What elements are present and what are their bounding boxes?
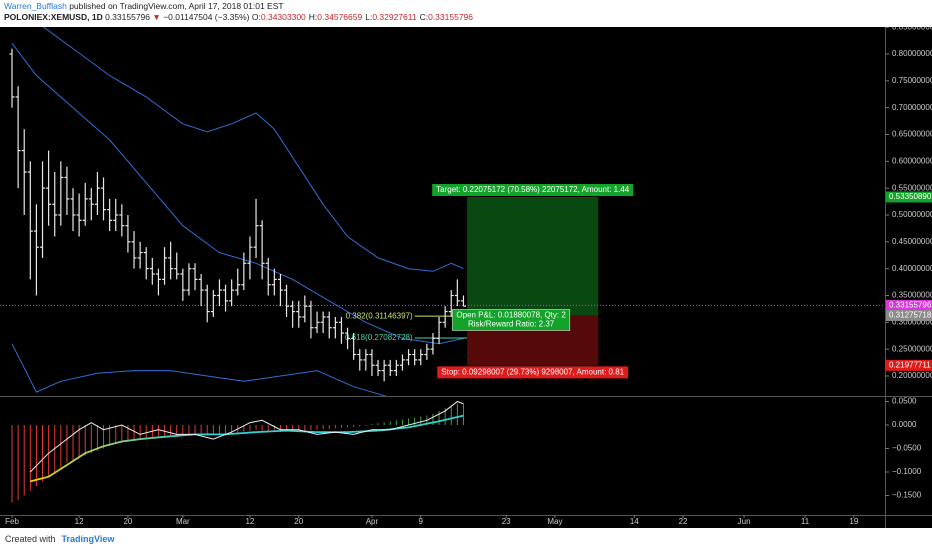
pnl-box (452, 309, 571, 331)
ohlc-value: 0.32927611 (372, 12, 417, 22)
published: published on TradingView.com, April 17, … (66, 1, 284, 11)
y-tick-label: 0.60000000 (892, 156, 932, 165)
price-label: 0.21977711 (889, 360, 931, 369)
x-tick-label: Mar (176, 517, 190, 526)
target-label-box (432, 184, 634, 197)
x-tick-label: 23 (502, 517, 511, 526)
profit-zone (467, 197, 599, 316)
pnl-label: Open P&L: 0.01880078, Qty: 2 (456, 311, 566, 320)
x-tick-label: 11 (801, 517, 810, 526)
price-label: 0.33155796 (889, 300, 932, 309)
y-tick-label: 0.35000000 (892, 291, 932, 300)
price-label-box (886, 359, 932, 371)
y-tick-label: 0.65000000 (892, 130, 932, 139)
x-tick-label: 9 (419, 517, 424, 526)
x-tick-label: May (547, 517, 562, 526)
main-pane: 0.382(0.31146397) 0.618(0.27082728) Target… (0, 27, 885, 396)
ohlc-key: C: (419, 12, 429, 22)
x-tick-label: 20 (294, 517, 303, 526)
bollinger-band (11, 42, 464, 345)
macd-tick-label: −0.1500 (892, 491, 922, 500)
x-tick-label: 19 (849, 517, 858, 526)
price-label: 0.31275718 (889, 311, 932, 320)
y-tick-label: 0.40000000 (892, 264, 932, 273)
macd-tick-label: 0.0000 (892, 420, 917, 429)
ohlc-key: H: (308, 12, 318, 22)
footer: Created with TradingView (0, 528, 932, 550)
price-label-box (886, 191, 932, 203)
macd-tick-label: −0.1000 (892, 467, 922, 476)
x-tick-label: Feb (5, 517, 19, 526)
x-tick-label: 20 (123, 517, 132, 526)
author[interactable]: Warren_Bufflash (4, 1, 67, 11)
ohlc-value: 0.34576659 (317, 12, 363, 22)
header: Warren_Bufflash published on TradingView… (0, 0, 932, 27)
bollinger-band (11, 343, 388, 396)
arrow: ▼ (152, 12, 161, 22)
y-tick-label: 0.20000000 (892, 371, 932, 380)
created: Created with (5, 534, 56, 544)
y-tick-label: 0.55000000 (892, 183, 932, 192)
fib-label: 0.618(0.27082728) (345, 333, 413, 342)
last: 0.33155796 (105, 12, 151, 22)
ratio-label: Risk/Reward Ratio: 2.37 (468, 320, 555, 329)
y-tick-label: 0.25000000 (892, 344, 932, 353)
x-tick-label: Apr (366, 517, 379, 526)
price-label: 0.53350890 (889, 192, 932, 201)
macd-tick-label: −0.0500 (892, 444, 922, 453)
x-tick-label: 12 (75, 517, 84, 526)
symbol-line: POLONIEX:XEMUSD, 1D 0.33155796 ▼ −0.0114… (4, 12, 932, 23)
chart: 0.382(0.31146397) 0.618(0.27082728) Target… (0, 27, 932, 528)
ohlc-value: 0.33155796 (428, 12, 474, 22)
x-tick-label: 14 (630, 517, 639, 526)
y-tick-label: 0.70000000 (892, 103, 932, 112)
symbol: POLONIEX:XEMUSD, 1D (4, 12, 103, 22)
price-label-box (886, 299, 932, 311)
y-tick-label: 0.75000000 (892, 76, 932, 85)
ohlc-key: O: (251, 12, 261, 22)
axes: 0.20000000 0.25000000 0.30000000 0.35000000… (0, 27, 932, 528)
macd-tick-label: 0.0500 (892, 397, 917, 406)
x-tick-label: Jun (738, 517, 751, 526)
fib-label: 0.382(0.31146397) (346, 311, 413, 320)
x-tick-label: 22 (679, 517, 688, 526)
macd-pane (11, 400, 464, 503)
y-tick-label: 0.85000000 (892, 27, 932, 31)
bollinger-band (42, 27, 464, 272)
price-label-box (886, 309, 932, 321)
stop-label-box (437, 366, 629, 379)
x-tick-label: 12 (245, 517, 254, 526)
y-tick-label: 0.45000000 (892, 237, 932, 246)
macd-line (29, 400, 464, 473)
stop-label: Stop: 0.09298007 (29.73%) 9298007, Amoun… (441, 367, 624, 376)
ohlc-key: L: (365, 12, 373, 22)
change: −0.01147504 (−3.35%) (163, 12, 250, 22)
target-label: Target: 0.22075172 (70.58%) 22075172, Am… (436, 185, 630, 194)
y-tick-label: 0.50000000 (892, 210, 932, 219)
ohlc: O:0.34303300 H:0.34576659 L:0.32927611 C:0.… (252, 12, 476, 22)
y-tick-label: 0.30000000 (892, 317, 932, 326)
y-tick-label: 0.80000000 (892, 49, 932, 58)
publish-line: Warren_Bufflash published on TradingView… (4, 1, 932, 12)
brand[interactable]: TradingView (61, 534, 115, 544)
ohlc-value: 0.34303300 (260, 12, 306, 22)
